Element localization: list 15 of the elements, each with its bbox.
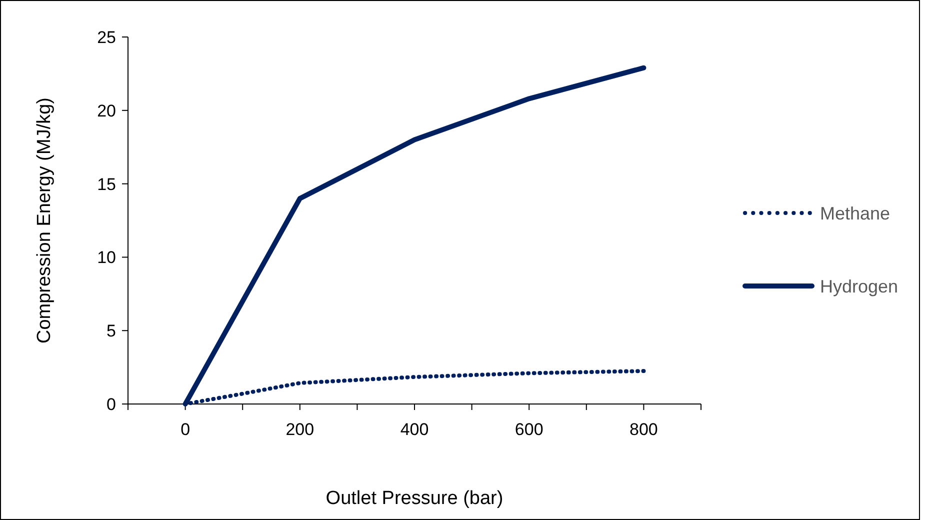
y-tick-label: 5 xyxy=(106,322,116,341)
legend-label: Methane xyxy=(820,203,890,224)
y-tick-label: 25 xyxy=(97,28,116,47)
y-tick-label: 0 xyxy=(106,394,116,414)
x-tick-label: 200 xyxy=(286,420,314,439)
y-tick-label: 15 xyxy=(97,174,116,194)
x-tick-label: 600 xyxy=(514,420,544,439)
y-tick-label: 10 xyxy=(97,248,116,268)
y-axis-title: Compression Energy (MJ/kg) xyxy=(34,97,55,344)
x-axis-title: Outlet Pressure (bar) xyxy=(326,488,504,509)
x-tick-label: 0 xyxy=(180,420,190,439)
x-tick-label: 800 xyxy=(630,420,658,439)
legend-label: Hydrogen xyxy=(820,276,898,296)
y-tick-label: 20 xyxy=(97,101,116,120)
x-tick-label: 400 xyxy=(400,420,429,439)
